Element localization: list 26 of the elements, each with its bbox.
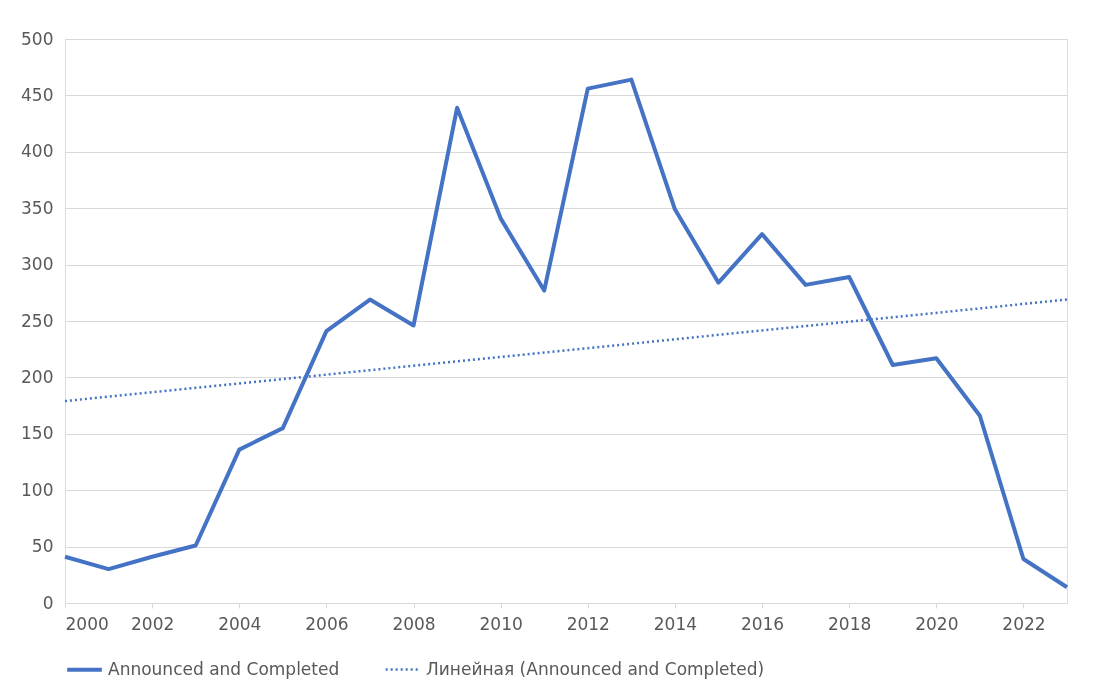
x-tick-label: 2002 — [131, 613, 175, 634]
y-tick-label: 0 — [42, 592, 54, 613]
x-tick-label: 2004 — [218, 613, 262, 634]
x-tick-label: 2010 — [479, 613, 523, 634]
line-series — [63, 77, 1069, 590]
y-tick-label: 350 — [21, 197, 54, 218]
x-tick-label: 2020 — [915, 613, 959, 634]
x-tick-label: 2016 — [740, 613, 785, 634]
x-tick-label: 2018 — [828, 613, 872, 634]
y-tick-label: 250 — [21, 310, 54, 331]
y-tick-label: 300 — [21, 254, 54, 275]
x-tick-label: 2012 — [566, 613, 610, 634]
y-tick-label: 400 — [21, 141, 54, 162]
y-tick-label: 100 — [21, 479, 54, 500]
x-tick-label: 2014 — [653, 613, 698, 634]
legend-label: Announced and Completed — [108, 658, 340, 679]
legend-label: Линейная (Announced and Completed) — [426, 658, 765, 679]
y-tick-label: 150 — [21, 423, 54, 444]
y-tick-label: 450 — [21, 84, 54, 105]
y-tick-label: 200 — [21, 366, 54, 387]
x-tick-label: 2000 — [65, 613, 109, 634]
x-tick-label: 2022 — [1002, 613, 1046, 634]
y-tick-label: 500 — [21, 28, 54, 49]
x-tick-label: 2008 — [392, 613, 436, 634]
x-tick-label: 2006 — [305, 613, 349, 634]
y-tick-label: 50 — [31, 536, 54, 557]
